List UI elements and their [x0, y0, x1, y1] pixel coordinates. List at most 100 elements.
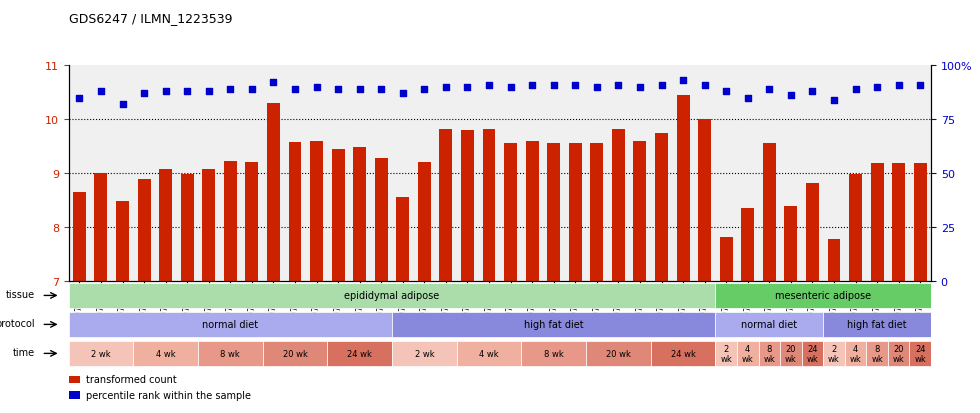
Bar	[331, 150, 345, 281]
Point	[611, 82, 626, 89]
Point	[740, 95, 756, 102]
FancyBboxPatch shape	[69, 312, 392, 337]
Bar	[633, 141, 647, 281]
Bar	[159, 170, 172, 281]
Text: 2 wk: 2 wk	[91, 349, 111, 358]
Text: GDS6247 / ILMN_1223539: GDS6247 / ILMN_1223539	[69, 12, 232, 25]
Point	[912, 82, 928, 89]
Point	[460, 84, 475, 91]
FancyBboxPatch shape	[69, 283, 715, 309]
Point	[158, 88, 173, 95]
Text: 8 wk: 8 wk	[544, 349, 564, 358]
Point	[115, 102, 130, 108]
Bar	[698, 120, 711, 281]
Text: 2 wk: 2 wk	[415, 349, 434, 358]
Bar	[310, 141, 323, 281]
Text: 4 wk: 4 wk	[156, 349, 175, 358]
Text: 4
wk: 4 wk	[850, 344, 861, 363]
Bar	[870, 164, 884, 281]
Point	[438, 84, 454, 91]
Point	[330, 86, 346, 93]
Bar	[69, 391, 80, 399]
FancyBboxPatch shape	[759, 341, 780, 366]
Point	[675, 78, 691, 84]
Text: high fat diet: high fat diet	[524, 320, 583, 330]
Bar	[374, 159, 388, 281]
Text: 4
wk: 4 wk	[742, 344, 754, 363]
Text: 20 wk: 20 wk	[606, 349, 631, 358]
Text: 4 wk: 4 wk	[479, 349, 499, 358]
Bar	[267, 104, 280, 281]
FancyBboxPatch shape	[133, 341, 198, 366]
Text: 8 wk: 8 wk	[220, 349, 240, 358]
Text: epididymal adipose: epididymal adipose	[344, 291, 440, 301]
Bar	[913, 164, 927, 281]
Point	[632, 84, 648, 91]
Bar	[94, 174, 108, 281]
Bar	[762, 144, 776, 281]
FancyBboxPatch shape	[651, 341, 715, 366]
Bar	[827, 239, 841, 281]
FancyBboxPatch shape	[392, 312, 715, 337]
Bar	[892, 164, 906, 281]
Bar	[849, 175, 862, 281]
Bar	[547, 144, 561, 281]
FancyBboxPatch shape	[392, 341, 457, 366]
FancyBboxPatch shape	[823, 341, 845, 366]
Bar	[719, 238, 733, 281]
Bar	[353, 148, 367, 281]
FancyBboxPatch shape	[845, 341, 866, 366]
Text: 2
wk: 2 wk	[720, 344, 732, 363]
FancyBboxPatch shape	[586, 341, 651, 366]
Point	[93, 88, 109, 95]
Bar	[396, 197, 410, 281]
Point	[373, 86, 389, 93]
Point	[589, 84, 605, 91]
Point	[848, 86, 863, 93]
Point	[891, 82, 907, 89]
Point	[761, 86, 777, 93]
FancyBboxPatch shape	[866, 341, 888, 366]
Bar	[73, 192, 86, 281]
Point	[287, 86, 303, 93]
Bar	[655, 133, 668, 281]
Point	[783, 93, 799, 100]
Point	[352, 86, 368, 93]
Point	[222, 86, 238, 93]
FancyBboxPatch shape	[521, 341, 586, 366]
FancyBboxPatch shape	[69, 341, 133, 366]
FancyBboxPatch shape	[780, 341, 802, 366]
FancyBboxPatch shape	[823, 312, 931, 337]
FancyBboxPatch shape	[457, 341, 521, 366]
FancyBboxPatch shape	[715, 283, 931, 309]
Point	[201, 88, 217, 95]
Text: 24
wk: 24 wk	[914, 344, 926, 363]
Point	[266, 80, 281, 87]
Text: transformed count: transformed count	[86, 375, 177, 385]
Bar	[288, 142, 302, 281]
FancyBboxPatch shape	[802, 341, 823, 366]
Text: 20 wk: 20 wk	[282, 349, 308, 358]
Point	[524, 82, 540, 89]
Bar	[245, 163, 259, 281]
Point	[309, 84, 324, 91]
Bar	[676, 95, 690, 281]
FancyBboxPatch shape	[263, 341, 327, 366]
Text: 24
wk: 24 wk	[807, 344, 818, 363]
Point	[826, 97, 842, 104]
FancyBboxPatch shape	[715, 312, 823, 337]
Bar	[439, 129, 453, 281]
Text: normal diet: normal diet	[741, 320, 798, 330]
Text: percentile rank within the sample: percentile rank within the sample	[86, 390, 251, 400]
Text: 20
wk: 20 wk	[785, 344, 797, 363]
Text: 24 wk: 24 wk	[347, 349, 372, 358]
Point	[481, 82, 497, 89]
FancyBboxPatch shape	[327, 341, 392, 366]
FancyBboxPatch shape	[737, 341, 759, 366]
FancyBboxPatch shape	[715, 341, 737, 366]
Text: 8
wk: 8 wk	[763, 344, 775, 363]
Point	[72, 95, 87, 102]
Point	[718, 88, 734, 95]
Text: high fat diet: high fat diet	[848, 320, 907, 330]
Text: mesenteric adipose: mesenteric adipose	[775, 291, 871, 301]
